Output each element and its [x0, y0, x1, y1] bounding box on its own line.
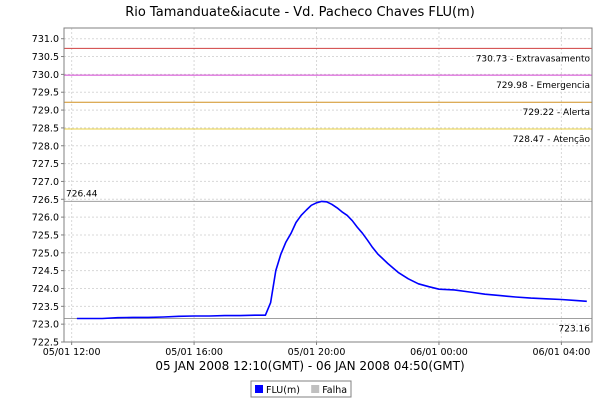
reference-line-label: 728.47 - Atenção — [513, 135, 591, 145]
y-tick-label: 731.0 — [32, 34, 59, 45]
legend-swatch — [311, 385, 320, 393]
x-tick-label: 06/01 04:00 — [533, 347, 591, 358]
legend-swatch — [255, 385, 263, 393]
y-tick-label: 730.5 — [32, 52, 59, 63]
y-tick-label: 729.5 — [32, 88, 59, 99]
y-tick-label: 722.5 — [32, 338, 59, 349]
legend-label: FLU(m) — [266, 385, 300, 396]
y-tick-label: 726.0 — [32, 213, 59, 224]
plot-area: 722.5 723.0 723.5 724.0 724.5 725.0 725.5 726.0… — [32, 27, 593, 358]
y-tick-label: 728.5 — [32, 123, 59, 134]
chart-title: Rio Tamanduate&iacute - Vd. Pacheco Chav… — [125, 5, 475, 20]
y-tick-label: 727.5 — [32, 159, 59, 170]
plot-border — [63, 27, 593, 343]
y-tick-label: 724.0 — [32, 284, 59, 295]
y-tick-label: 730.0 — [32, 70, 59, 81]
plot-background — [64, 28, 592, 342]
chart-subtitle: 05 JAN 2008 12:10(GMT) - 06 JAN 2008 04:… — [155, 359, 464, 373]
reference-line-label: 730.73 - Extravasamento — [476, 54, 591, 64]
series-line-flu — [76, 200, 587, 320]
y-tick-label: 725.0 — [32, 248, 59, 259]
x-tick-label: 05/01 12:00 — [43, 347, 101, 358]
y-tick-label: 723.5 — [32, 302, 59, 313]
y-tick-label: 726.5 — [32, 195, 59, 206]
legend-label: Falha — [322, 385, 347, 396]
legend: FLU(m) Falha — [250, 380, 352, 398]
y-tick-label: 728.0 — [32, 141, 59, 152]
reference-line-label: 729.22 - Alerta — [523, 108, 590, 118]
y-tick-label: 729.0 — [32, 106, 59, 117]
legend-box — [250, 380, 352, 398]
min-line-label: 723.16 — [559, 324, 591, 334]
x-tick-label: 05/01 16:00 — [165, 347, 223, 358]
x-tick-label: 05/01 20:00 — [288, 347, 346, 358]
y-tick-label: 725.5 — [32, 230, 59, 241]
max-line-label: 726.44 — [66, 189, 98, 199]
reference-line-label: 729.98 - Emergencia — [496, 81, 590, 91]
y-tick-label: 724.5 — [32, 266, 59, 277]
x-tick-label: 06/01 00:00 — [410, 347, 468, 358]
y-tick-label: 723.0 — [32, 320, 59, 331]
y-tick-label: 727.0 — [32, 177, 59, 188]
